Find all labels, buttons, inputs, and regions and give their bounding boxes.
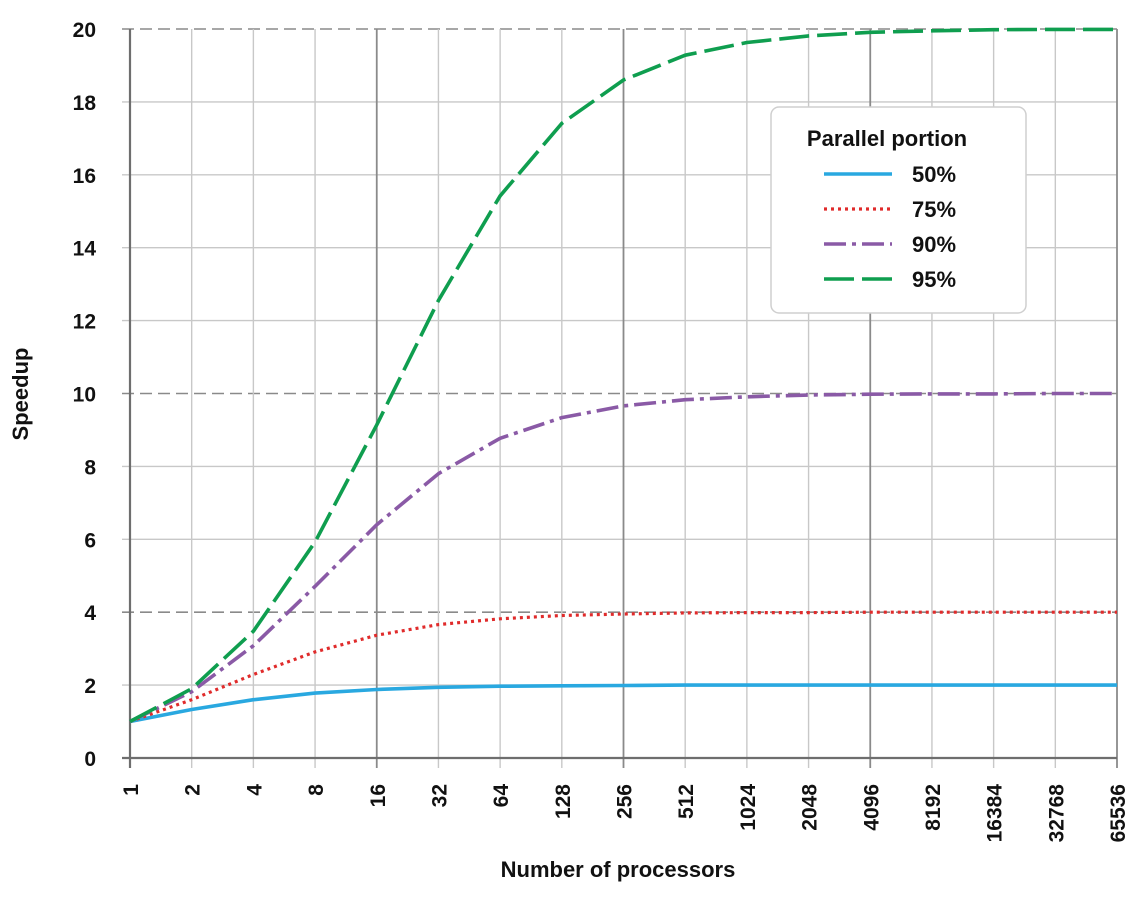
y-tick-label: 8 [84, 456, 96, 479]
x-tick-label: 65536 [1107, 784, 1130, 842]
y-tick-label: 14 [73, 238, 97, 261]
y-tick-label: 18 [73, 92, 97, 115]
x-tick-label: 8192 [922, 784, 945, 831]
legend-label-95pct: 95% [912, 267, 956, 292]
x-tick-label: 16 [367, 784, 390, 807]
series-line-50pct [129, 683, 1117, 724]
series-line-75pct [129, 610, 1117, 724]
legend-items: 50% 75% 90% 95% [824, 162, 956, 292]
y-tick-label: 4 [84, 602, 96, 625]
series-line-95pct [129, 27, 1117, 724]
series-line-90pct [129, 391, 1117, 724]
x-tick-label: 128 [552, 784, 575, 819]
x-axis-title: Number of processors [501, 857, 736, 882]
y-tick-label: 2 [84, 675, 96, 698]
x-tick-label: 16384 [984, 784, 1007, 843]
legend-title: Parallel portion [807, 126, 967, 151]
y-tick-label: 12 [73, 311, 96, 334]
series-lines [129, 27, 1117, 724]
legend: Parallel portion 50% 75% 90% 95% [770, 106, 1027, 314]
x-tick-label: 256 [614, 784, 637, 819]
x-tick-label: 1 [120, 784, 143, 796]
legend-label-50pct: 50% [912, 162, 956, 187]
x-tick-label: 64 [490, 784, 513, 808]
y-tick-label: 16 [73, 165, 96, 188]
x-tick-label: 1024 [737, 784, 760, 831]
y-tick-label: 10 [73, 384, 96, 407]
y-tick-label: 0 [84, 748, 96, 771]
legend-label-75pct: 75% [912, 197, 956, 222]
y-tick-label: 20 [73, 19, 96, 42]
legend-box [770, 106, 1027, 314]
y-tick-label: 6 [84, 529, 96, 552]
x-tick-label: 8 [305, 784, 328, 796]
x-tick-label: 32768 [1045, 784, 1068, 843]
x-tick-label: 32 [428, 784, 451, 807]
x-tick-label: 4096 [860, 784, 883, 831]
legend-label-90pct: 90% [912, 232, 956, 257]
y-axis-title: Speedup [8, 348, 33, 441]
x-tick-label: 2048 [799, 784, 822, 831]
x-tick-label: 4 [243, 784, 266, 796]
grid [122, 28, 1118, 768]
x-tick-label: 2 [182, 784, 205, 796]
x-tick-label: 512 [675, 784, 698, 819]
